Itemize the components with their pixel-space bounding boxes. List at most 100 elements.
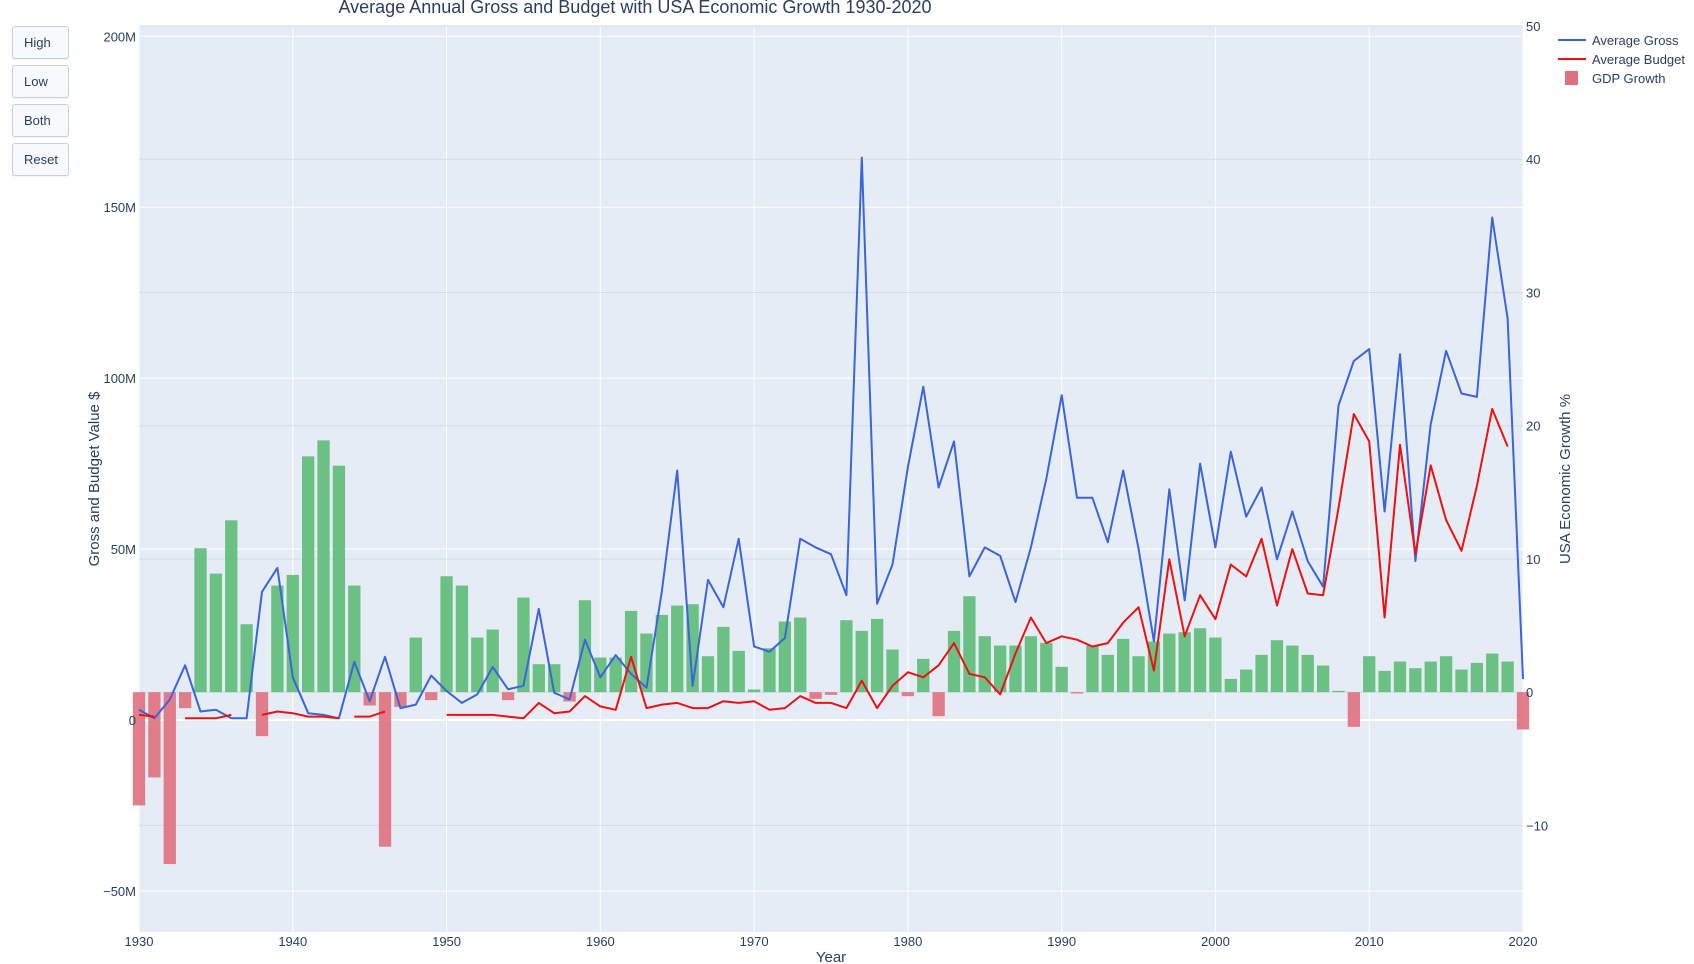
gdp-bar <box>1470 662 1484 693</box>
gdp-bar <box>624 610 638 693</box>
gdp-bar <box>763 648 776 693</box>
gdp-bar <box>1132 656 1145 693</box>
gdp-bar <box>1070 692 1084 694</box>
low-button[interactable]: Low <box>12 65 69 98</box>
gdp-bar <box>240 624 253 693</box>
y2-tick-label: 50 <box>1526 19 1540 34</box>
average-budget-line <box>138 407 1509 720</box>
gdp-bar <box>132 692 146 806</box>
gdp-bar <box>1178 632 1191 693</box>
gdp-bar <box>455 585 469 693</box>
gdp-bar <box>947 630 961 693</box>
gdp-bar <box>794 617 807 693</box>
x-tick-label: 1930 <box>125 934 154 949</box>
both-button[interactable]: Both <box>12 104 69 137</box>
gdp-bar <box>225 520 238 693</box>
gdp-bar <box>1255 654 1268 693</box>
gdp-bars <box>132 440 1530 865</box>
gdp-bar <box>1209 637 1222 693</box>
gdp-bar <box>1117 638 1130 693</box>
gdp-bar <box>1286 645 1299 693</box>
x-tick-label: 2000 <box>1201 934 1230 949</box>
gdp-bar <box>640 633 653 693</box>
gdp-bar <box>1224 678 1237 693</box>
gdp-bar <box>963 596 976 693</box>
gridlines <box>138 25 1524 932</box>
gdp-bar <box>1024 636 1038 693</box>
gdp-bar <box>348 585 361 693</box>
gdp-bar <box>701 656 715 693</box>
y-tick-label: 0 <box>129 713 136 728</box>
gdp-bar <box>870 618 884 693</box>
plot-area <box>139 26 1523 932</box>
gdp-bar <box>655 614 668 693</box>
gdp-bar <box>517 597 530 693</box>
gdp-bar <box>732 650 745 693</box>
gdp-bar <box>1055 666 1068 693</box>
y2-tick-label: 40 <box>1526 152 1540 167</box>
high-button[interactable]: High <box>12 26 69 59</box>
axes: 1930 1940 1950 1960 1970 1980 1990 2000 2010 2020… <box>103 19 1548 949</box>
gdp-bar <box>778 621 792 693</box>
gdp-bar <box>671 605 684 693</box>
gdp-bar <box>1193 628 1207 693</box>
gdp-bar <box>824 692 838 695</box>
legend-label: Average Gross <box>1592 33 1679 48</box>
x-tick-label: 1990 <box>1047 934 1076 949</box>
line-series <box>138 156 1524 720</box>
y-tick-label: 50M <box>111 542 136 557</box>
legend: Average Gross Average Budget GDP Growth <box>1558 33 1685 86</box>
gdp-bar <box>332 465 346 693</box>
average-gross-line <box>138 156 1524 720</box>
gdp-bar <box>1347 692 1360 727</box>
gdp-bar <box>1516 692 1530 730</box>
gdp-bar <box>1378 670 1391 693</box>
x-tick-label: 1960 <box>586 934 615 949</box>
gdp-bar <box>1240 669 1253 693</box>
gdp-bar <box>917 658 930 693</box>
reset-button[interactable]: Reset <box>12 143 69 176</box>
gdp-bar <box>1393 661 1407 693</box>
gdp-bar <box>1316 665 1330 693</box>
legend-label: GDP Growth <box>1592 71 1665 86</box>
y-axis-title: Gross and Budget Value $ <box>86 391 103 566</box>
gdp-bar <box>1439 656 1453 693</box>
gdp-bar <box>471 637 484 693</box>
gdp-bar <box>747 689 761 693</box>
y2-tick-label: 10 <box>1526 552 1540 567</box>
gdp-bar <box>1163 633 1176 693</box>
y-tick-label: 100M <box>103 371 136 386</box>
gdp-bar <box>1270 640 1284 693</box>
gdp-bar <box>717 626 730 693</box>
gdp-bar <box>163 692 176 865</box>
y2-tick-label: −10 <box>1526 818 1548 833</box>
gdp-bar <box>271 585 284 693</box>
legend-swatch <box>1565 71 1578 85</box>
gdp-bar <box>409 637 422 693</box>
y2-tick-label: 20 <box>1526 419 1540 434</box>
gdp-bar <box>840 620 853 693</box>
gdp-bar <box>486 629 499 693</box>
gdp-bar <box>317 440 330 693</box>
gdp-bar <box>178 692 192 709</box>
chart-title: Average Annual Gross and Budget with USA… <box>338 0 931 17</box>
x-tick-label: 1950 <box>432 934 461 949</box>
x-tick-label: 1940 <box>278 934 307 949</box>
gdp-bar <box>425 692 438 701</box>
range-button-menu: High Low Both Reset <box>12 26 69 176</box>
gdp-bar <box>209 573 223 693</box>
gdp-bar <box>1040 642 1053 693</box>
gdp-bar <box>501 692 515 701</box>
gdp-bar <box>532 664 545 693</box>
gdp-bar <box>1101 654 1114 693</box>
gdp-bar <box>1363 656 1376 693</box>
x-tick-label: 1980 <box>893 934 922 949</box>
gdp-bar <box>1332 690 1345 693</box>
gdp-bar <box>994 645 1007 693</box>
gdp-bar <box>378 692 392 847</box>
gdp-bar <box>578 600 592 693</box>
x-tick-label: 1970 <box>740 934 769 949</box>
gdp-bar <box>1501 661 1514 693</box>
gdp-bar <box>194 548 207 693</box>
